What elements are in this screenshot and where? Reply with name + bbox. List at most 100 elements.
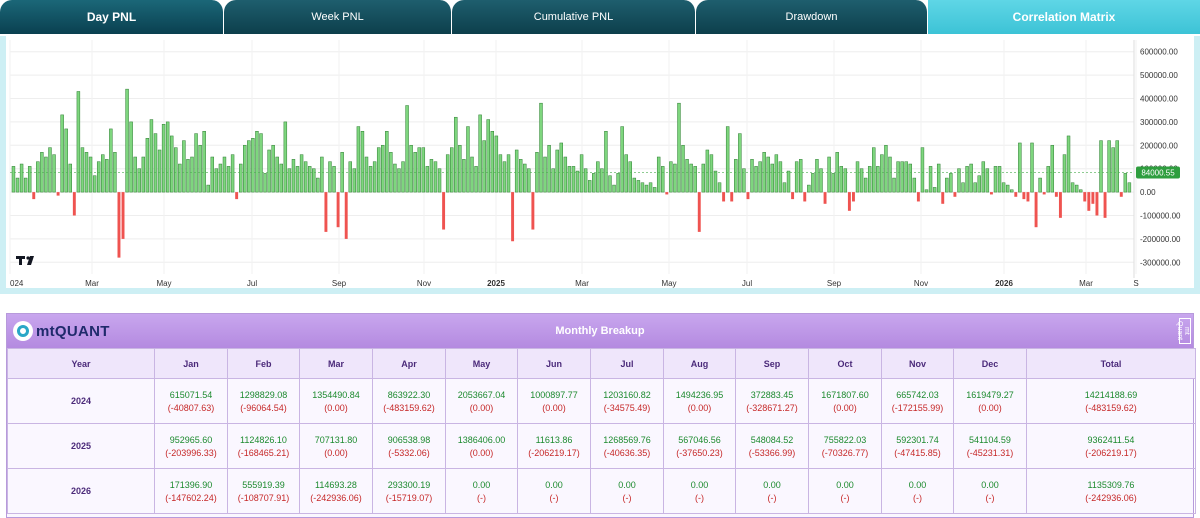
- pnl-bar: [583, 168, 588, 193]
- pnl-bar: [36, 161, 40, 193]
- pnl-bar: [539, 102, 543, 193]
- pnl-bar: [409, 145, 413, 193]
- pnl-bar: [11, 166, 16, 193]
- pnl-bar: [717, 182, 722, 193]
- pnl-value: 1671807.60: [821, 389, 869, 400]
- pnl-bar: [247, 140, 251, 193]
- x-tick-label: May: [156, 279, 171, 288]
- pnl-bar: [770, 163, 775, 193]
- y-tick-label: 500000.00: [1140, 71, 1178, 80]
- pnl-bar: [758, 161, 762, 193]
- pnl-bar: [328, 161, 332, 193]
- pnl-bar: [815, 159, 819, 193]
- month-cell: 9362411.54 (-206219.17): [1026, 423, 1196, 469]
- pnl-bar: [60, 114, 64, 193]
- pnl-bar: [194, 133, 198, 193]
- pnl-bar: [912, 177, 917, 193]
- drawdown-value: (-40807.63): [167, 402, 215, 413]
- pnl-bar: [360, 131, 365, 193]
- tab-cumulative-pnl[interactable]: Cumulative PNL: [452, 0, 696, 34]
- pnl-bar: [977, 175, 981, 193]
- pnl-bar: [766, 156, 770, 193]
- pnl-bar: [425, 166, 430, 193]
- pnl-bar: [738, 133, 742, 193]
- month-cell: 0.00 (-): [735, 468, 809, 514]
- pnl-bar: [470, 156, 474, 193]
- pnl-bar: [920, 147, 925, 193]
- pnl-bar: [141, 156, 146, 193]
- month-cell: 906538.98 (-5332.06): [372, 423, 446, 469]
- pnl-bar: [1014, 192, 1018, 197]
- y-tick-label: -200000.00: [1140, 235, 1181, 244]
- tab-drawdown[interactable]: Drawdown: [696, 0, 928, 34]
- pnl-bar: [632, 177, 637, 193]
- pnl-bar: [794, 161, 799, 193]
- x-tick-label: Jul: [742, 279, 752, 288]
- drawdown-value: (-): [549, 492, 559, 503]
- tab-week-pnl[interactable]: Week PNL: [224, 0, 452, 34]
- drawdown-value: (-15719.07): [385, 492, 433, 503]
- column-header: May: [445, 348, 518, 379]
- drawdown-value: (0.00): [324, 447, 348, 458]
- pnl-bar: [600, 168, 604, 193]
- pnl-value: 171396.90: [169, 479, 213, 490]
- pnl-bar: [32, 192, 36, 200]
- pnl-bar: [725, 126, 730, 193]
- pnl-bar: [348, 161, 352, 193]
- pnl-value: 114693.28: [315, 479, 357, 490]
- pnl-bar: [827, 156, 831, 193]
- month-cell: 1619479.27 (0.00): [953, 378, 1027, 424]
- pnl-bar: [819, 168, 823, 193]
- pnl-bar: [932, 187, 937, 193]
- pnl-bar: [202, 131, 206, 193]
- x-tick-label: Sep: [827, 279, 842, 288]
- pnl-bar: [1095, 192, 1099, 216]
- pnl-bar: [859, 168, 864, 193]
- month-cell: 0.00 (-): [953, 468, 1027, 514]
- pnl-bar: [72, 192, 76, 216]
- mtquant-logo: mtQUANT: [13, 321, 110, 341]
- pnl-bar: [458, 145, 462, 193]
- pnl-bar: [324, 192, 328, 232]
- pnl-bar: [904, 161, 908, 193]
- pnl-bar: [125, 88, 129, 193]
- pnl-bar: [121, 192, 125, 239]
- drawdown-value: (-): [840, 492, 850, 503]
- tab-correlation-matrix[interactable]: Correlation Matrix: [928, 0, 1200, 34]
- pnl-bar: [48, 147, 52, 193]
- pnl-bar: [936, 163, 941, 193]
- drawdown-value: (-37650.23): [676, 447, 723, 458]
- pnl-bar: [259, 133, 263, 193]
- drawdown-value: (-): [985, 492, 995, 503]
- pnl-bar: [993, 166, 998, 193]
- pnl-bar: [490, 131, 495, 193]
- month-cell: 1124826.10 (-168465.21): [227, 423, 300, 469]
- pnl-bar: [174, 147, 178, 193]
- month-cell: 11613.86 (-206219.17): [517, 423, 591, 469]
- x-tick-label: 024: [10, 279, 24, 288]
- drawdown-value: (-40636.35): [603, 447, 651, 458]
- pnl-bar: [742, 168, 746, 193]
- pnl-bar: [900, 161, 904, 193]
- pnl-value: 541104.59: [969, 434, 1011, 445]
- pnl-bar: [478, 114, 482, 193]
- pnl-value: 592301.74: [896, 434, 939, 445]
- pnl-bar: [303, 161, 308, 193]
- chart-tabs: Day PNL Week PNL Cumulative PNL Drawdown…: [0, 0, 1200, 34]
- pnl-bar: [52, 154, 56, 193]
- pnl-bar: [1127, 182, 1132, 193]
- day-pnl-chart[interactable]: 600000.00 500000.00 400000.00 300000.00 2000…: [6, 36, 1194, 288]
- pnl-bar: [547, 145, 551, 193]
- pnl-bar: [620, 126, 624, 193]
- pnl-bar: [381, 145, 385, 193]
- month-cell: 372883.45 (-328671.27): [735, 378, 809, 424]
- column-header: Total: [1026, 348, 1196, 379]
- y-tick-label: 600000.00: [1140, 48, 1178, 57]
- pnl-bar: [1087, 192, 1091, 211]
- pnl-bar: [88, 156, 93, 193]
- drawdown-value: (0.00): [542, 402, 566, 413]
- pnl-bar: [218, 163, 223, 193]
- drawdown-value: (0.00): [324, 402, 348, 413]
- pnl-bar: [685, 159, 689, 193]
- tab-day-pnl[interactable]: Day PNL: [0, 0, 224, 34]
